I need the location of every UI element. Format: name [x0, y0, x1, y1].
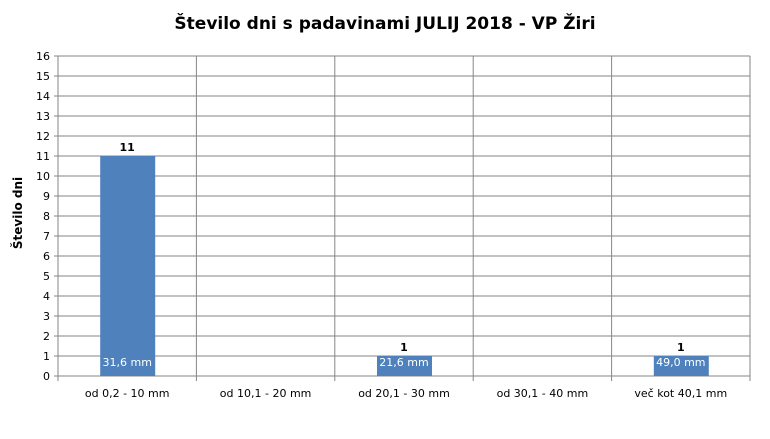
y-tick-label: 0: [43, 370, 50, 383]
x-tick-label: od 30,1 - 40 mm: [497, 387, 589, 400]
y-tick-label: 12: [36, 130, 50, 143]
y-tick-label: 6: [43, 250, 50, 263]
data-label: 1: [400, 341, 408, 354]
y-tick-label: 16: [36, 50, 50, 63]
y-tick-label: 10: [36, 170, 50, 183]
x-tick-label: od 0,2 - 10 mm: [85, 387, 170, 400]
y-tick-label: 7: [43, 230, 50, 243]
bar: [653, 356, 709, 376]
bar-inner-label: 49,0 mm: [656, 356, 705, 369]
bar-inner-label: 31,6 mm: [102, 356, 151, 369]
bar: [100, 156, 156, 376]
x-tick-label: od 10,1 - 20 mm: [220, 387, 312, 400]
chart-title: Število dni s padavinami JULIJ 2018 - VP…: [174, 14, 596, 34]
y-tick-label: 9: [43, 190, 50, 203]
y-tick-label: 5: [43, 270, 50, 283]
y-tick-label: 13: [36, 110, 50, 123]
x-tick-label: od 20,1 - 30 mm: [358, 387, 450, 400]
y-tick-label: 8: [43, 210, 50, 223]
y-tick-label: 2: [43, 330, 50, 343]
x-tick-label: več kot 40,1 mm: [634, 387, 727, 400]
y-tick-label: 14: [36, 90, 50, 103]
y-tick-label: 4: [43, 290, 50, 303]
y-tick-label: 11: [36, 150, 50, 163]
bar: [377, 356, 432, 376]
y-tick-label: 3: [43, 310, 50, 323]
y-tick-label: 15: [36, 70, 50, 83]
data-label: 1: [677, 341, 685, 354]
data-label: 11: [120, 141, 135, 154]
y-tick-label: 1: [43, 350, 50, 363]
bar-inner-label: 21,6 mm: [379, 356, 428, 369]
